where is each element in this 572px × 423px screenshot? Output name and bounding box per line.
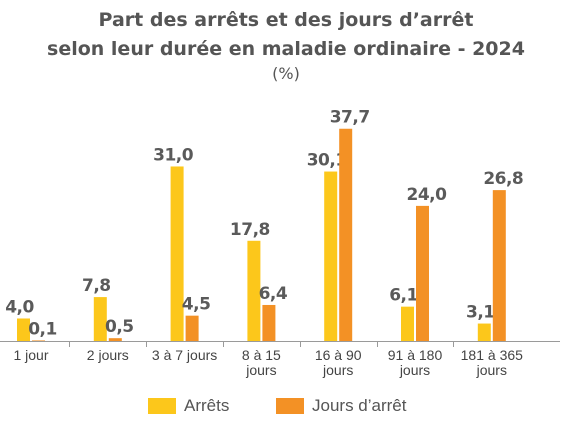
x-tick-label: 2 jours [87,347,129,363]
data-label-jours-arret: 24,0 [407,185,448,205]
data-label-arrets: 6,1 [389,286,418,306]
data-label-jours-arret: 6,4 [259,284,288,304]
data-label-jours-arret: 26,8 [483,169,523,189]
legend-swatch-arrets [148,398,176,414]
bar-chart: 4,00,1 1 jour 7,8 0,5 2 jours 31,0 4,5 3 à 7 jo… [0,108,560,378]
data-label-jours-arret: 37,7 [330,108,370,128]
legend-label-jours-arret: Jours d’arrêt [312,396,407,415]
bar-jours-arret [262,304,276,341]
bar-jours-arret [492,190,506,341]
x-tick-label: 3 à 7 jours [152,347,217,363]
chart-legend: Arrêts Jours d’arrêt [0,395,572,417]
data-label-arrets: 31,0 [153,145,194,165]
data-label-arrets: 30,1 [307,151,347,171]
bar-arrets [401,306,414,341]
x-tick-label: 181 à 365 [461,347,523,363]
data-label-jours-arret: 0,1 [28,319,57,339]
data-label-arrets: 7,8 [82,276,111,296]
x-tick-label: jours [245,362,276,378]
bar-jours-arret [416,205,429,341]
legend-item-jours-arret: Jours d’arrêt [276,395,406,417]
bar-jours-arret [108,338,122,341]
x-tick-label: jours [399,362,430,378]
x-tick-label: 16 à 90 [315,347,362,363]
data-label-jours-arret: 4,5 [182,295,211,315]
data-label-arrets: 3,1 [466,303,495,323]
chart-title-line-2: selon leur durée en maladie ordinaire - … [47,38,525,60]
legend-label-arrets: Arrêts [184,396,230,415]
bar-arrets [93,297,107,341]
bar-jours-arret [32,340,45,341]
x-tick-label: 8 à 15 [242,347,281,363]
bar-arrets [477,323,491,341]
chart-title: Part des arrêts et des jours d’arrêt sel… [0,6,572,84]
x-tick-label: 1 jour [13,347,48,363]
bar-jours-arret [185,315,199,341]
bar-arrets [170,166,184,341]
data-label-arrets: 17,8 [230,220,270,240]
chart-unit: (%) [272,64,300,83]
bar-jours-arret [339,128,353,341]
x-tick-label: jours [476,362,507,378]
bar-arrets [17,318,30,341]
bar-arrets [247,240,261,341]
bar-arrets [324,171,338,341]
legend-item-arrets: Arrêts [148,395,229,417]
legend-swatch-jours-arret [276,398,304,414]
chart-title-line-1: Part des arrêts et des jours d’arrêt [98,9,474,31]
x-tick-label: 91 à 180 [388,347,443,363]
x-tick-label: jours [322,362,353,378]
data-label-arrets: 4,0 [5,297,34,317]
data-label-jours-arret: 0,5 [105,317,134,337]
